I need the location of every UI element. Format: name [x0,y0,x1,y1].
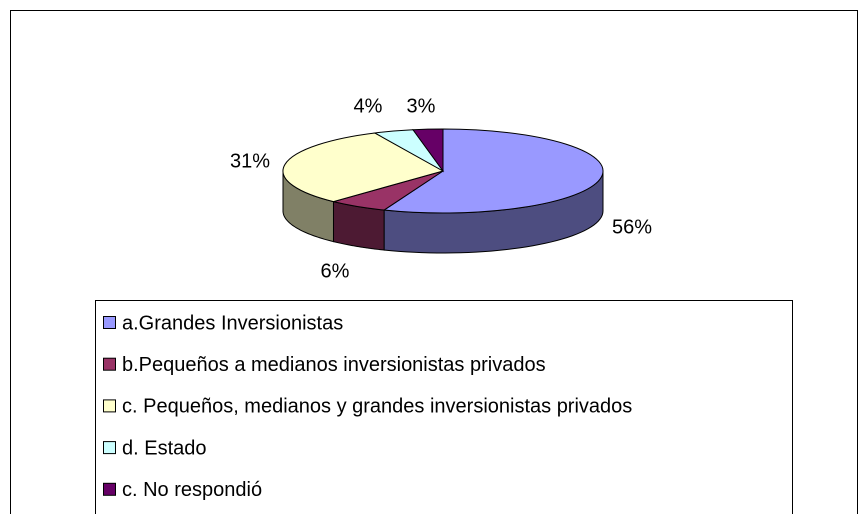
legend-label: c. Pequeños, medianos y grandes inversio… [122,396,632,418]
legend-label: c. No respondió [122,479,262,501]
legend-label: a.Grandes Inversionistas [122,312,343,334]
legend-swatch [103,441,116,455]
slice [382,128,604,214]
data-label: 31% [230,150,270,172]
data-label: 6% [321,260,350,282]
legend-swatch [103,357,116,371]
data-label: 3% [407,95,436,117]
legend-swatch [103,399,116,413]
data-label: 56% [612,216,652,238]
legend-label: d. Estado [122,437,207,459]
legend-box [95,300,793,514]
slice [412,128,444,173]
legend-label: b.Pequeños a medianos inversionistas pri… [122,354,546,376]
slice [282,132,445,203]
legend-swatch [103,316,116,329]
data-label: 4% [354,95,383,117]
legend-swatch [103,482,116,496]
